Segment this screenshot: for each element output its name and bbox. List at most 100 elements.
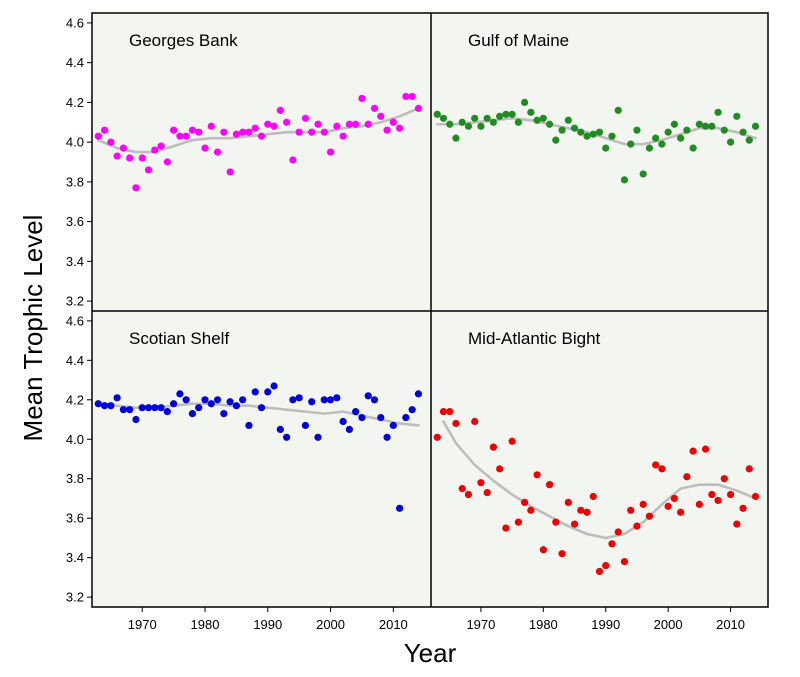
data-point: [257, 404, 266, 412]
data-point: [301, 114, 310, 122]
data-point: [633, 522, 641, 530]
data-point: [521, 98, 529, 106]
data-point: [239, 128, 247, 136]
data-point: [295, 128, 303, 136]
data-point: [283, 433, 291, 441]
plot-frame: [91, 12, 769, 608]
data-point: [564, 116, 572, 124]
data-point: [533, 116, 541, 124]
data-point: [119, 144, 127, 152]
data-point: [745, 465, 753, 473]
data-point: [745, 136, 753, 144]
data-point: [496, 465, 504, 473]
data-point: [295, 394, 303, 402]
data-point: [402, 92, 410, 101]
data-point: [157, 142, 165, 150]
data-point: [570, 124, 579, 132]
data-point: [264, 120, 272, 128]
data-point: [333, 122, 341, 130]
data-point: [314, 120, 322, 128]
data-point: [714, 108, 722, 116]
panels-layer: Georges Bank Gulf of Maine Scotian Shelf Mi…: [92, 13, 768, 607]
data-point: [251, 124, 259, 132]
panel-mid-atlantic-bight: Mid-Atlantic Bight: [431, 311, 768, 607]
data-point: [188, 410, 197, 418]
data-point: [207, 122, 215, 130]
y-tick-label: 4.2: [66, 95, 84, 110]
data-point: [739, 504, 747, 512]
data-point: [614, 528, 622, 536]
data-point: [695, 120, 703, 128]
data-point: [670, 120, 678, 128]
data-point: [733, 520, 741, 528]
data-point: [733, 112, 741, 120]
data-point: [414, 390, 423, 398]
data-point: [213, 148, 222, 156]
data-point: [433, 110, 441, 118]
data-point: [377, 413, 385, 422]
data-point: [270, 122, 278, 130]
data-point: [257, 132, 266, 140]
panel-georges-bank: Georges Bank: [92, 13, 431, 311]
data-point: [433, 433, 441, 441]
data-point: [595, 567, 604, 576]
y-tick-label: 4.0: [66, 432, 84, 447]
data-point: [182, 132, 190, 140]
panel-title: Georges Bank: [129, 31, 238, 50]
data-point: [132, 415, 140, 424]
data-point: [352, 408, 360, 416]
data-point: [489, 443, 498, 451]
data-point: [163, 158, 171, 166]
data-point: [477, 479, 485, 487]
data-point: [527, 108, 535, 116]
data-point: [408, 406, 416, 414]
y-tick-label: 3.2: [66, 590, 84, 605]
data-point: [377, 112, 385, 120]
data-point: [320, 396, 328, 404]
data-point: [726, 138, 735, 146]
data-point: [708, 490, 716, 499]
data-point: [94, 400, 102, 408]
data-point: [207, 400, 215, 408]
data-point: [364, 392, 372, 400]
data-point: [289, 156, 297, 164]
data-point: [100, 402, 109, 410]
data-point: [195, 404, 203, 412]
data-point: [583, 132, 591, 140]
panel-background: [92, 311, 431, 607]
data-point: [245, 421, 253, 430]
data-point: [157, 404, 165, 412]
data-point: [352, 120, 360, 128]
data-point: [701, 445, 710, 453]
data-point: [370, 104, 379, 112]
y-tick-label: 3.2: [66, 294, 84, 309]
x-tick-label: 1980: [191, 617, 220, 632]
data-point: [452, 134, 460, 142]
data-point: [489, 118, 498, 126]
data-point: [201, 396, 209, 404]
data-point: [545, 120, 554, 128]
data-point: [608, 132, 616, 140]
panel-title: Scotian Shelf: [129, 329, 229, 348]
data-point: [408, 92, 416, 101]
data-point: [577, 128, 585, 136]
data-point: [446, 408, 454, 416]
data-point: [138, 154, 146, 162]
data-point: [614, 106, 622, 114]
data-point: [308, 398, 316, 406]
data-point: [658, 140, 666, 148]
y-tick-label: 3.8: [66, 471, 84, 486]
data-point: [589, 130, 597, 138]
data-point: [608, 540, 616, 548]
data-point: [477, 122, 485, 130]
data-point: [558, 550, 566, 558]
data-point: [326, 396, 335, 404]
data-point: [720, 475, 728, 483]
data-point: [107, 402, 115, 410]
data-point: [583, 508, 591, 516]
data-point: [620, 176, 629, 184]
y-tick-label: 3.8: [66, 174, 84, 189]
data-point: [213, 396, 222, 404]
x-axis-title: Year: [404, 638, 457, 668]
